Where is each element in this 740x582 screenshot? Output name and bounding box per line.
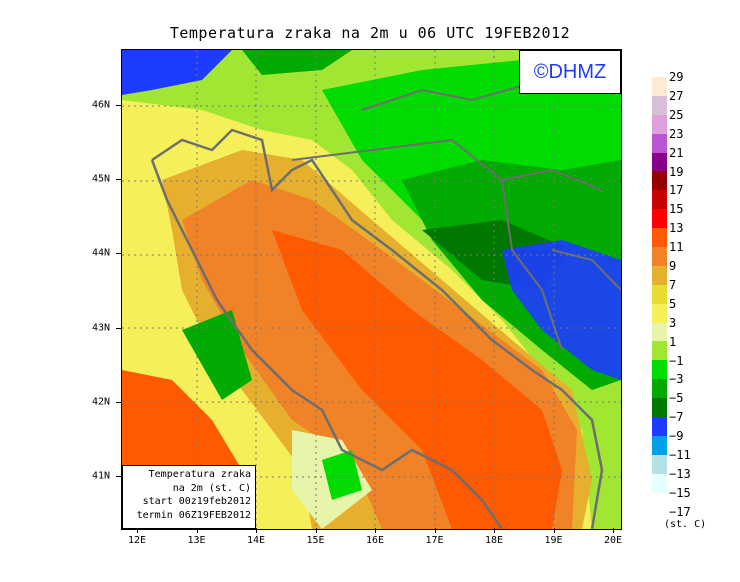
legend-label: −7 xyxy=(669,410,684,425)
legend-swatch xyxy=(652,152,667,172)
lon-label: 20E xyxy=(603,535,623,546)
info-line: start 00z19feb2012 xyxy=(142,496,251,507)
info-line: termin 06Z19FEB2012 xyxy=(136,509,251,521)
info-line: Temperatura zraka xyxy=(148,469,251,480)
map-title: Temperatura zraka na 2m u 06 UTC 19FEB20… xyxy=(169,24,571,42)
legend-unit: (st. C) xyxy=(664,519,707,530)
info-box: Temperatura zraka na 2m (st. C) start 00… xyxy=(122,465,256,529)
legend-label: −5 xyxy=(669,391,684,406)
lon-tick xyxy=(196,528,198,533)
info-line: na 2m (st. C) xyxy=(172,482,251,494)
lon-label: 14E xyxy=(246,535,266,546)
legend-label: 25 xyxy=(669,107,684,122)
lon-label: 19E xyxy=(544,535,563,546)
legend-label: 23 xyxy=(669,126,684,141)
lat-tick xyxy=(116,179,121,181)
lon-tick xyxy=(256,528,257,533)
lon-label: 16E xyxy=(365,535,385,546)
legend-swatch xyxy=(652,417,667,436)
legend-label: 29 xyxy=(669,70,684,84)
legend-label: 15 xyxy=(669,202,684,217)
lon-tick xyxy=(613,528,614,533)
legend-label: −3 xyxy=(669,372,684,387)
lon-label: 15E xyxy=(306,535,325,546)
legend-swatch xyxy=(652,454,667,474)
legend-label: −9 xyxy=(669,429,684,444)
legend-swatch xyxy=(652,209,667,229)
legend-label: −17 xyxy=(669,504,691,519)
lat-tick xyxy=(116,401,121,403)
lon-label: 12E xyxy=(127,535,147,546)
legend-label: −15 xyxy=(669,485,691,500)
legend-swatch xyxy=(652,228,667,248)
legend-swatch xyxy=(652,322,667,342)
lon-tick xyxy=(315,528,317,533)
legend-label: 7 xyxy=(669,277,677,292)
temperature-field xyxy=(122,50,621,529)
legend-swatch xyxy=(652,77,667,96)
legend-swatch xyxy=(652,435,667,455)
lat-label: 42N xyxy=(92,396,111,408)
lon-label: 18E xyxy=(484,535,504,546)
lon-tick xyxy=(137,528,138,533)
lat-label: 45N xyxy=(92,173,111,185)
legend-swatch xyxy=(652,265,667,285)
legend-label: −1 xyxy=(669,353,684,368)
lat-tick xyxy=(116,327,121,329)
lat-label: 41N xyxy=(92,470,111,482)
legend-swatch xyxy=(652,284,667,304)
lat-tick xyxy=(116,105,121,106)
dhmz-logo: ©DHMZ xyxy=(519,50,621,94)
legend-swatch xyxy=(652,398,667,418)
legend-label: 3 xyxy=(669,315,677,330)
color-legend: 29 27 25 23 21 19 17 15 13 11 9 7 5 3 1 −1 −3 −5 −7 −9 −11 −1… xyxy=(652,70,691,519)
legend-swatch xyxy=(652,114,667,134)
lon-label: 17E xyxy=(425,535,444,546)
legend-swatch xyxy=(652,171,667,191)
legend-label: 1 xyxy=(669,334,677,349)
legend-label: 9 xyxy=(669,259,677,273)
legend-swatch xyxy=(652,360,667,380)
lon-label: 13E xyxy=(187,535,206,546)
legend-label: −13 xyxy=(669,466,691,481)
lon-tick xyxy=(375,528,376,533)
legend-label: 19 xyxy=(669,164,684,179)
legend-swatch xyxy=(652,379,667,399)
legend-swatch xyxy=(652,341,667,361)
lat-label: 44N xyxy=(92,247,111,259)
lat-label: 43N xyxy=(92,322,111,334)
legend-swatch xyxy=(652,303,667,323)
lat-tick xyxy=(116,253,121,255)
legend-swatch xyxy=(652,95,667,115)
legend-label: 13 xyxy=(669,221,684,236)
legend-label: 5 xyxy=(669,296,677,311)
lat-label: 46N xyxy=(92,99,111,111)
legend-label: 21 xyxy=(669,145,684,160)
lat-tick xyxy=(116,476,121,477)
legend-swatch xyxy=(652,133,667,153)
legend-swatch xyxy=(652,473,667,493)
legend-label: −11 xyxy=(669,448,691,462)
legend-swatch xyxy=(652,247,667,266)
lon-tick xyxy=(434,528,436,533)
lon-tick xyxy=(553,528,555,533)
legend-label: 27 xyxy=(669,88,684,103)
legend-label: 17 xyxy=(669,183,684,198)
lon-tick xyxy=(494,528,495,533)
legend-swatch xyxy=(652,190,667,210)
temperature-map: ©DHMZ Temperatura zraka na 2m (st. C) st… xyxy=(121,49,622,530)
legend-label: 11 xyxy=(669,240,684,255)
